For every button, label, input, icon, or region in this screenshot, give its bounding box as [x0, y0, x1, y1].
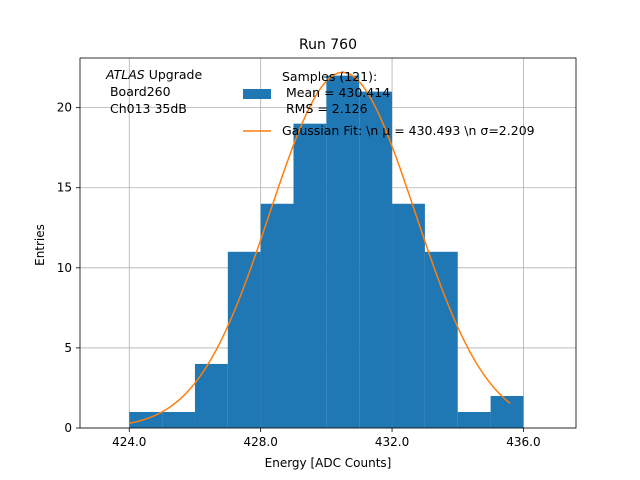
x-tick-label: 432.0 — [375, 435, 409, 449]
annotation-atlas: ATLAS — [105, 67, 145, 82]
x-tick-label: 436.0 — [506, 435, 540, 449]
x-tick-label: 428.0 — [243, 435, 277, 449]
legend-samples-line: Samples (121): — [282, 69, 377, 84]
gaussian-fit — [129, 71, 511, 425]
y-tick-label: 15 — [57, 181, 72, 195]
legend-rms-line: RMS = 2.126 — [282, 101, 368, 116]
x-axis-ticks: 424.0 428.0 432.0 436.0 — [112, 428, 541, 449]
chart-title: Run 760 — [299, 37, 357, 53]
annotation-line-1: ATLAS Upgrade — [105, 67, 202, 82]
annotation-line-2: Board260 — [106, 84, 171, 99]
y-axis-ticks: 0 5 10 15 20 — [57, 101, 80, 435]
histogram-bar — [162, 411, 195, 428]
annotation-upgrade: Upgrade — [145, 67, 203, 82]
y-tick-label: 20 — [57, 101, 72, 115]
legend-mean-line: Mean = 430.414 — [282, 85, 390, 100]
histogram-bar — [194, 363, 228, 428]
histogram-bars — [129, 75, 524, 429]
histogram-bar — [359, 91, 393, 429]
y-axis-label: Entries — [33, 224, 47, 266]
annotation-line-3: Ch013 35dB — [106, 101, 187, 116]
histogram-bar — [424, 251, 458, 428]
legend: Samples (121): Mean = 430.414 RMS = 2.12… — [243, 69, 535, 138]
histogram-bar — [326, 75, 360, 428]
histogram-bar — [457, 411, 491, 428]
histogram-bar — [392, 203, 425, 428]
atlas-annotation: ATLAS Upgrade Board260 Ch013 35dB — [105, 67, 202, 116]
gaussian-fit-curve — [129, 71, 511, 425]
x-axis-label: Energy [ADC Counts] — [265, 456, 392, 470]
histogram-bar — [293, 123, 327, 429]
y-tick-label: 0 — [64, 421, 72, 435]
y-tick-label: 5 — [64, 341, 72, 355]
y-tick-label: 10 — [57, 261, 72, 275]
histogram-bar — [227, 251, 261, 428]
legend-histogram-swatch — [243, 89, 271, 99]
x-tick-label: 424.0 — [112, 435, 146, 449]
plot-frame — [79, 57, 577, 429]
histogram-bar — [260, 203, 294, 428]
legend-fit-label: Gaussian Fit: \n μ = 430.493 \n σ=2.209 — [282, 123, 535, 138]
